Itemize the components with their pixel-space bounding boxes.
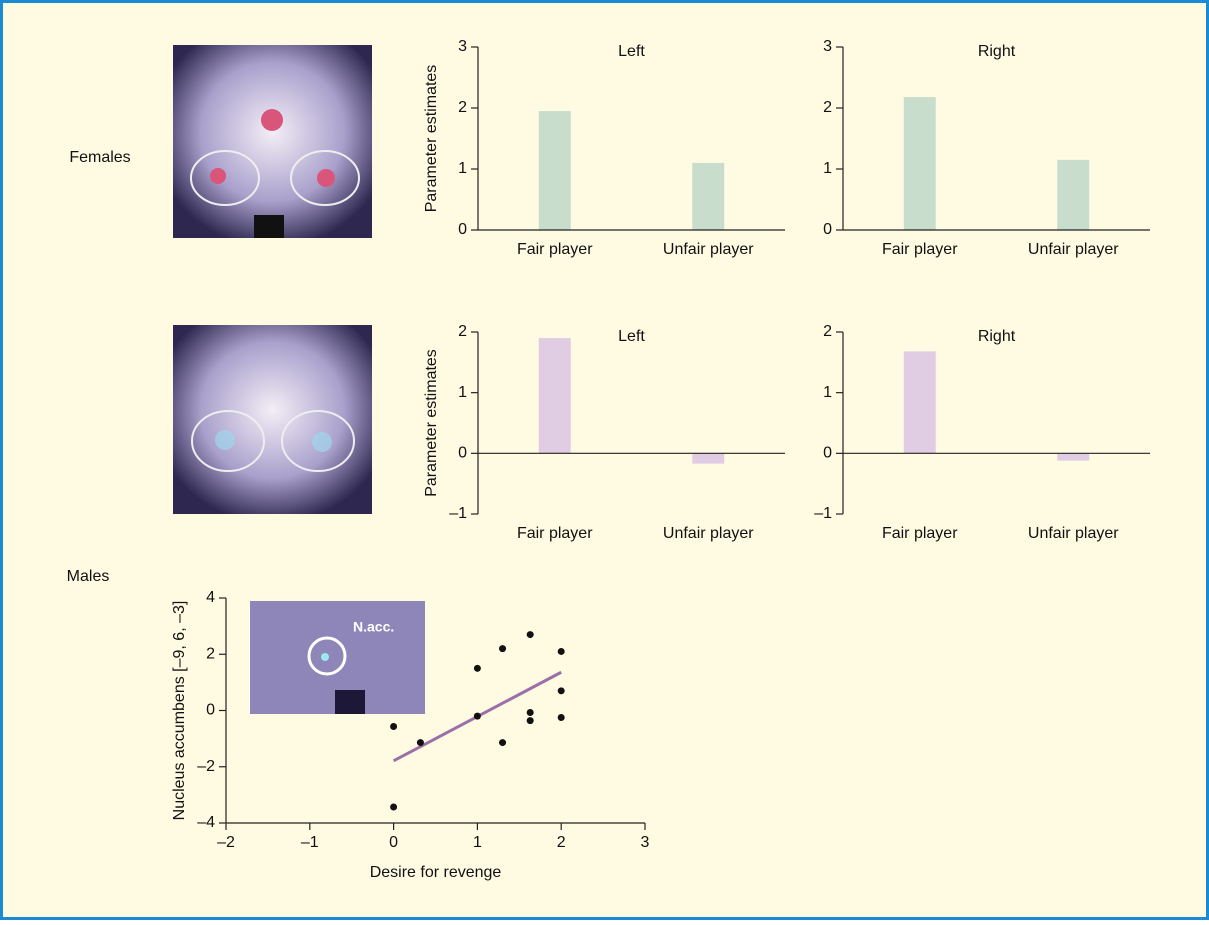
bar <box>539 111 571 230</box>
y-tick-label: –1 <box>814 505 832 522</box>
bar <box>1057 160 1089 230</box>
y-tick-label: 2 <box>458 99 467 116</box>
x-tick-label: –1 <box>301 834 319 851</box>
y-tick-label: 2 <box>823 99 832 116</box>
x-tick-label: Fair player <box>517 525 593 542</box>
y-tick-label: 0 <box>206 702 215 719</box>
brain-image-males <box>173 325 372 514</box>
point <box>558 648 565 655</box>
point <box>558 687 565 694</box>
point <box>499 645 506 652</box>
y-tick-label: –1 <box>449 505 467 522</box>
x-tick-label: Unfair player <box>663 525 754 542</box>
point <box>527 717 534 724</box>
x-axis-label: Desire for revenge <box>370 864 502 881</box>
y-tick-label: –4 <box>197 814 215 831</box>
chart-title: Left <box>618 328 645 345</box>
point <box>527 631 534 638</box>
y-tick-label: 0 <box>458 221 467 238</box>
bar <box>904 351 936 453</box>
bar <box>1057 453 1089 460</box>
group-label: Females <box>69 149 130 166</box>
bar <box>539 338 571 453</box>
y-tick-label: 1 <box>458 160 467 177</box>
brain-image-females <box>173 45 372 238</box>
y-tick-label: 2 <box>206 645 215 662</box>
y-tick-label: 1 <box>823 160 832 177</box>
y-tick-label: 0 <box>823 445 832 462</box>
y-tick-label: 1 <box>823 384 832 401</box>
x-tick-label: Unfair player <box>1028 241 1119 258</box>
y-tick-label: 3 <box>823 38 832 55</box>
point <box>390 723 397 730</box>
point <box>474 713 481 720</box>
y-axis-label: Parameter estimates <box>423 65 440 213</box>
point <box>417 739 424 746</box>
x-tick-label: 2 <box>557 834 566 851</box>
bar <box>692 453 724 463</box>
y-tick-label: 1 <box>458 384 467 401</box>
x-tick-label: Unfair player <box>663 241 754 258</box>
y-tick-label: 2 <box>458 323 467 340</box>
x-tick-label: Fair player <box>882 525 958 542</box>
point <box>499 739 506 746</box>
y-tick-label: 3 <box>458 38 467 55</box>
chart-title: Right <box>978 43 1016 60</box>
y-axis-label: Parameter estimates <box>423 349 440 497</box>
point <box>527 709 534 716</box>
x-tick-label: –2 <box>217 834 235 851</box>
brain-inset <box>250 601 425 714</box>
y-tick-label: 0 <box>458 445 467 462</box>
point <box>558 714 565 721</box>
bar <box>692 163 724 230</box>
point <box>390 803 397 810</box>
group-label: Males <box>67 568 110 585</box>
chart-title: Right <box>978 328 1016 345</box>
point <box>474 665 481 672</box>
x-tick-label: Fair player <box>882 241 958 258</box>
y-tick-label: 0 <box>823 221 832 238</box>
y-tick-label: 2 <box>823 323 832 340</box>
y-tick-label: –2 <box>197 758 215 775</box>
figure: Females Males Fair player Unfair player 0 1… <box>0 0 1209 920</box>
bar <box>904 97 936 230</box>
chart-title: Left <box>618 43 645 60</box>
x-tick-label: 3 <box>641 834 650 851</box>
y-axis-label: Nucleus accumbens [–9, 6, –3] <box>171 601 188 821</box>
x-tick-label: 1 <box>473 834 482 851</box>
x-tick-label: Unfair player <box>1028 525 1119 542</box>
inset-label: N.acc. <box>353 619 394 635</box>
x-tick-label: Fair player <box>517 241 593 258</box>
x-tick-label: 0 <box>389 834 398 851</box>
y-tick-label: 4 <box>206 589 215 606</box>
